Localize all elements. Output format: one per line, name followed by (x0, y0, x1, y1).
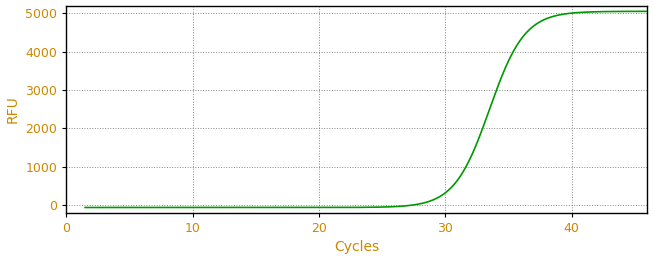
Y-axis label: RFU: RFU (6, 95, 20, 123)
X-axis label: Cycles: Cycles (334, 240, 379, 255)
